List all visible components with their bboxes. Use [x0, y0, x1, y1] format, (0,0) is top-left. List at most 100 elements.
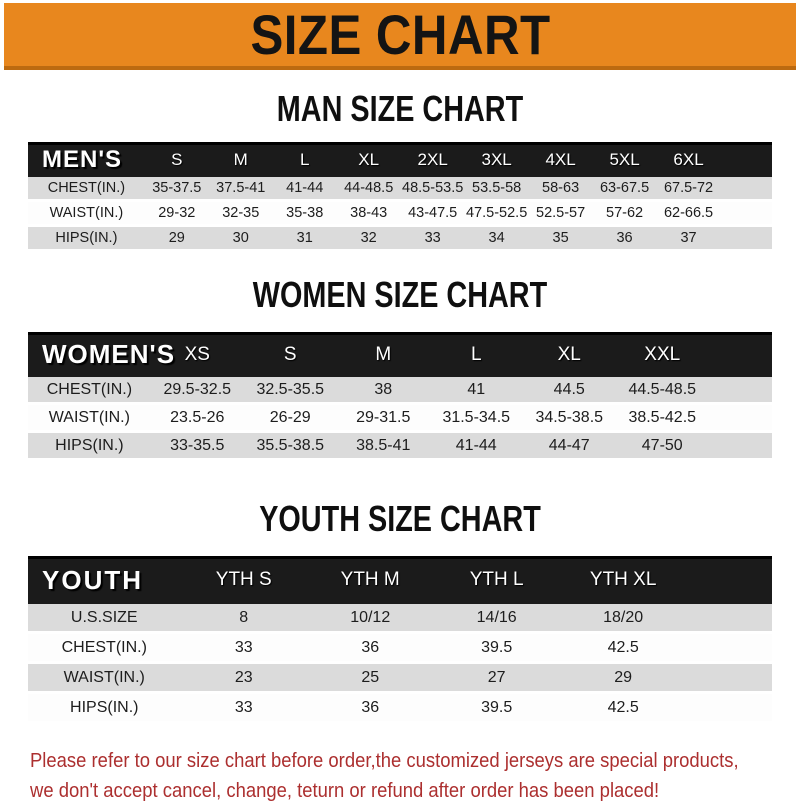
size-value-cell: 44.5-48.5	[615, 377, 709, 405]
size-value-cell: 44.5	[522, 377, 616, 405]
footer-note: Please refer to our size chart before or…	[30, 746, 800, 806]
row-filler	[708, 403, 772, 433]
table-row: HIPS(IN.) 33 36 39.5 42.5	[28, 692, 772, 724]
row-filler	[708, 377, 772, 405]
header-filler	[686, 556, 772, 604]
size-value-cell: 67.5-72	[656, 177, 721, 202]
size-column-header: YTH L	[433, 556, 560, 604]
size-value-cell: 35-37.5	[144, 177, 209, 202]
table-header-row: WOMEN'S XS S M L XL XXL	[28, 332, 772, 377]
youth-size-table: YOUTH YTH S YTH M YTH L YTH XL U.S.SIZE 8 10/12…	[28, 556, 772, 724]
size-value-cell: 33	[180, 692, 307, 724]
size-value-cell: 52.5-57	[528, 200, 593, 227]
row-label: WAIST(IN.)	[28, 662, 181, 694]
footer-line-2: we don't accept cancel, change, teturn o…	[30, 779, 660, 802]
size-value-cell: 26-29	[243, 403, 337, 433]
size-value-cell: 62-66.5	[656, 200, 721, 227]
size-value-cell: 38.5-42.5	[615, 403, 709, 433]
size-column-header: S	[144, 142, 209, 177]
size-value-cell: 29	[144, 225, 209, 252]
header-filler	[720, 142, 772, 177]
size-value-cell: 32.5-35.5	[243, 377, 337, 405]
footer-line-1: Please refer to our size chart before or…	[30, 749, 739, 772]
table-row: HIPS(IN.) 29 30 31 32 33 34 35 36 37	[28, 225, 772, 252]
size-value-cell: 63-67.5	[592, 177, 657, 202]
size-value-cell: 23.5-26	[150, 403, 244, 433]
size-value-cell: 57-62	[592, 200, 657, 227]
table-row: WAIST(IN.) 23.5-26 26-29 29-31.5 31.5-34.5 34…	[28, 403, 772, 433]
header-filler	[708, 332, 772, 377]
table-row: WAIST(IN.) 29-32 32-35 35-38 38-43 43-47.5 47.…	[28, 200, 772, 227]
size-column-header: YTH XL	[559, 556, 687, 604]
size-value-cell: 36	[306, 632, 434, 664]
size-column-header: XL	[522, 332, 616, 377]
size-value-cell: 29-31.5	[336, 403, 430, 433]
row-filler	[686, 632, 772, 664]
row-filler	[686, 662, 772, 694]
row-label: CHEST(IN.)	[28, 177, 145, 202]
size-value-cell: 34	[464, 225, 529, 252]
size-column-header: YTH S	[180, 556, 307, 604]
women-size-table: WOMEN'S XS S M L XL XXL CHEST(IN.) 29.5-32.5 32.5…	[28, 332, 772, 461]
size-column-header: YTH M	[306, 556, 434, 604]
size-value-cell: 37	[656, 225, 721, 252]
table-row: U.S.SIZE 8 10/12 14/16 18/20	[28, 604, 772, 634]
row-filler	[720, 177, 772, 202]
row-filler	[720, 225, 772, 252]
row-label: U.S.SIZE	[28, 604, 181, 634]
size-value-cell: 43-47.5	[400, 200, 465, 227]
row-filler	[686, 604, 772, 634]
size-value-cell: 25	[306, 662, 434, 694]
size-column-header: 6XL	[656, 142, 721, 177]
size-value-cell: 38	[336, 377, 430, 405]
size-value-cell: 42.5	[559, 632, 687, 664]
size-value-cell: 33-35.5	[150, 431, 244, 461]
size-value-cell: 32-35	[208, 200, 273, 227]
size-value-cell: 34.5-38.5	[522, 403, 616, 433]
table-row: CHEST(IN.) 33 36 39.5 42.5	[28, 632, 772, 664]
size-column-header: XL	[336, 142, 401, 177]
table-header-row: MEN'S S M L XL 2XL 3XL 4XL 5XL 6XL	[28, 142, 772, 177]
size-value-cell: 33	[400, 225, 465, 252]
table-row: CHEST(IN.) 29.5-32.5 32.5-35.5 38 41 44.5 44.5…	[28, 377, 772, 405]
row-filler	[686, 692, 772, 724]
women-section-title: WOMEN SIZE CHART	[252, 274, 548, 315]
table-header-row: YOUTH YTH S YTH M YTH L YTH XL	[28, 556, 772, 604]
size-value-cell: 39.5	[433, 632, 560, 664]
size-value-cell: 39.5	[433, 692, 560, 724]
size-value-cell: 47-50	[615, 431, 709, 461]
table-row: CHEST(IN.) 35-37.5 37.5-41 41-44 44-48.5 48.5…	[28, 177, 772, 202]
size-value-cell: 44-47	[522, 431, 616, 461]
size-value-cell: 30	[208, 225, 273, 252]
table-corner-label: YOUTH	[28, 556, 181, 604]
size-column-header: XS	[150, 332, 244, 377]
men-size-table: MEN'S S M L XL 2XL 3XL 4XL 5XL 6XL CHEST(IN.) 35-37…	[28, 142, 772, 252]
size-value-cell: 23	[180, 662, 307, 694]
size-value-cell: 29	[559, 662, 687, 694]
table-corner-label: WOMEN'S	[28, 332, 174, 377]
size-value-cell: 38-43	[336, 200, 401, 227]
banner-title: SIZE CHART	[249, 2, 551, 66]
size-value-cell: 58-63	[528, 177, 593, 202]
size-value-cell: 41-44	[272, 177, 337, 202]
size-value-cell: 53.5-58	[464, 177, 529, 202]
row-label: HIPS(IN.)	[28, 225, 145, 252]
size-chart-banner: SIZE CHART	[4, 3, 796, 70]
size-value-cell: 36	[592, 225, 657, 252]
size-value-cell: 18/20	[559, 604, 687, 634]
men-section-title: MAN SIZE CHART	[276, 88, 524, 129]
row-label: CHEST(IN.)	[28, 632, 181, 664]
size-value-cell: 47.5-52.5	[464, 200, 529, 227]
size-value-cell: 35	[528, 225, 593, 252]
size-column-header: M	[208, 142, 273, 177]
row-label: WAIST(IN.)	[28, 200, 145, 227]
size-value-cell: 41-44	[429, 431, 523, 461]
size-column-header: L	[429, 332, 523, 377]
size-value-cell: 14/16	[433, 604, 560, 634]
size-value-cell: 29.5-32.5	[150, 377, 244, 405]
row-filler	[708, 431, 772, 461]
size-value-cell: 29-32	[144, 200, 209, 227]
table-row: WAIST(IN.) 23 25 27 29	[28, 662, 772, 694]
size-column-header: M	[336, 332, 430, 377]
size-value-cell: 42.5	[559, 692, 687, 724]
